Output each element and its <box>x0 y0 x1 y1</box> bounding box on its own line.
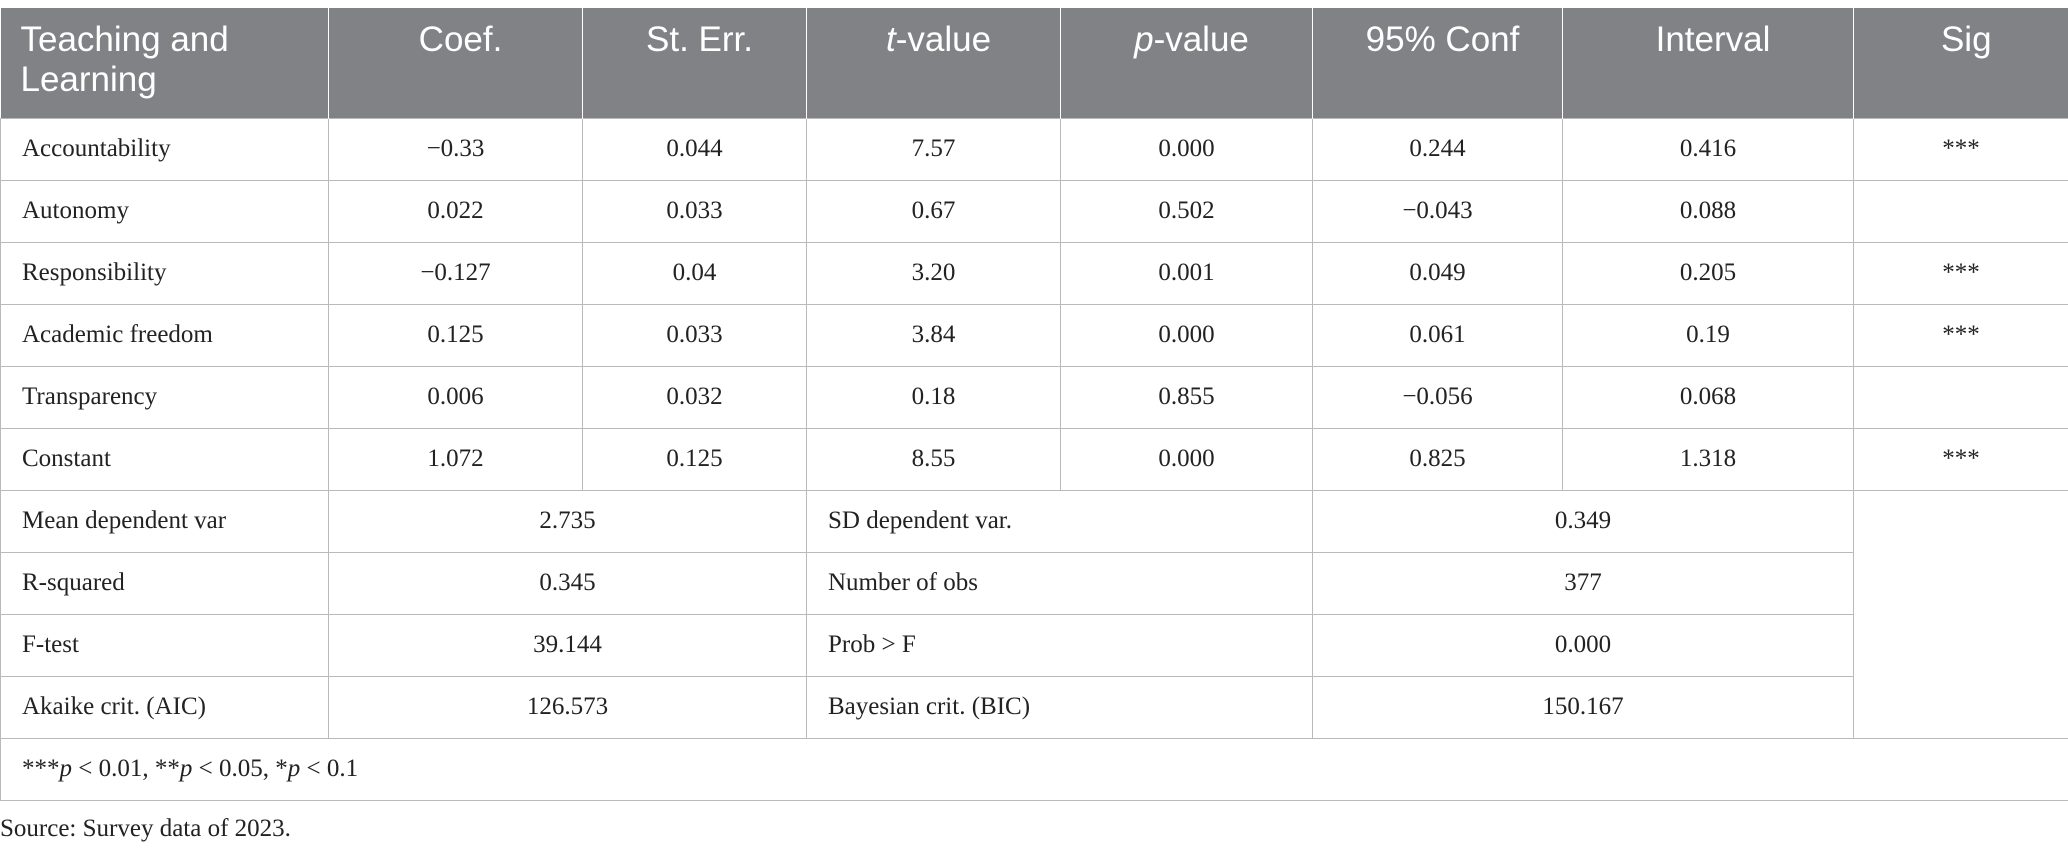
coef-cell: 1.072 <box>328 427 583 491</box>
header-conf-low: 95% Conf <box>1312 8 1563 118</box>
stats-empty-cell <box>1853 489 2068 739</box>
st-err-cell: 0.033 <box>582 179 807 243</box>
note-p-italic: p <box>179 755 193 782</box>
header-p-italic: p <box>1134 20 1154 59</box>
conf-high-cell: 0.205 <box>1562 241 1854 305</box>
p-value-cell: 0.855 <box>1060 365 1313 429</box>
header-p-suffix: -value <box>1153 20 1249 59</box>
note-threshold-2: < 0.05, * <box>192 755 288 782</box>
note-threshold-3: < 0.1 <box>300 755 359 782</box>
stat-label: Mean dependent var <box>0 489 329 553</box>
header-p-value: p-value <box>1060 8 1313 118</box>
sig-cell <box>1853 365 2068 429</box>
header-t-value: t-value <box>806 8 1061 118</box>
stats-row: F-test 39.144 Prob > F 0.000 <box>0 613 2068 677</box>
conf-low-cell: −0.043 <box>1312 179 1563 243</box>
p-value-cell: 0.000 <box>1060 117 1313 181</box>
stat-value: 377 <box>1312 551 1854 615</box>
t-value-cell: 3.84 <box>806 303 1061 367</box>
p-value-cell: 0.001 <box>1060 241 1313 305</box>
coef-cell: 0.006 <box>328 365 583 429</box>
header-coef: Coef. <box>328 8 583 118</box>
coef-cell: −0.33 <box>328 117 583 181</box>
table-row: Academic freedom 0.125 0.033 3.84 0.000 … <box>0 303 2068 367</box>
stat-value: 150.167 <box>1312 675 1854 739</box>
st-err-cell: 0.032 <box>582 365 807 429</box>
stat-value: 0.349 <box>1312 489 1854 553</box>
row-label: Accountability <box>0 117 329 181</box>
stat-value: 0.000 <box>1312 613 1854 677</box>
note-p-italic: p <box>59 755 73 782</box>
conf-high-cell: 0.19 <box>1562 303 1854 367</box>
t-value-cell: 0.67 <box>806 179 1061 243</box>
t-value-cell: 0.18 <box>806 365 1061 429</box>
st-err-cell: 0.044 <box>582 117 807 181</box>
row-label: Responsibility <box>0 241 329 305</box>
stat-label: Bayesian crit. (BIC) <box>806 675 1313 739</box>
p-value-cell: 0.000 <box>1060 427 1313 491</box>
stat-label: R-squared <box>0 551 329 615</box>
p-value-cell: 0.000 <box>1060 303 1313 367</box>
sig-cell: *** <box>1853 303 2068 367</box>
header-st-err: St. Err. <box>582 8 807 118</box>
stat-label: Akaike crit. (AIC) <box>0 675 329 739</box>
row-label: Academic freedom <box>0 303 329 367</box>
conf-high-cell: 1.318 <box>1562 427 1854 491</box>
stat-label: Prob > F <box>806 613 1313 677</box>
conf-high-cell: 0.416 <box>1562 117 1854 181</box>
table-row: Transparency 0.006 0.032 0.18 0.855 −0.0… <box>0 365 2068 429</box>
conf-high-cell: 0.068 <box>1562 365 1854 429</box>
sig-cell: *** <box>1853 117 2068 181</box>
row-label: Constant <box>0 427 329 491</box>
conf-low-cell: −0.056 <box>1312 365 1563 429</box>
table-row: Responsibility −0.127 0.04 3.20 0.001 0.… <box>0 241 2068 305</box>
source-note: Source: Survey data of 2023. <box>0 815 291 842</box>
significance-note: ***p < 0.01, **p < 0.05, *p < 0.1 <box>0 737 2068 801</box>
coef-cell: 0.022 <box>328 179 583 243</box>
stat-value: 0.345 <box>328 551 807 615</box>
regression-table: Teaching and Learning Coef. St. Err. t-v… <box>0 8 2068 801</box>
row-label: Transparency <box>0 365 329 429</box>
t-value-cell: 8.55 <box>806 427 1061 491</box>
note-threshold-1: < 0.01, ** <box>72 755 180 782</box>
footnote-row: ***p < 0.01, **p < 0.05, *p < 0.1 <box>0 737 2068 801</box>
p-value-cell: 0.502 <box>1060 179 1313 243</box>
t-value-cell: 3.20 <box>806 241 1061 305</box>
sig-cell <box>1853 179 2068 243</box>
conf-low-cell: 0.825 <box>1312 427 1563 491</box>
row-label: Autonomy <box>0 179 329 243</box>
header-sig: Sig <box>1853 8 2068 118</box>
st-err-cell: 0.033 <box>582 303 807 367</box>
table-row: Constant 1.072 0.125 8.55 0.000 0.825 1.… <box>0 427 2068 491</box>
sig-cell: *** <box>1853 241 2068 305</box>
t-value-cell: 7.57 <box>806 117 1061 181</box>
sig-cell: *** <box>1853 427 2068 491</box>
st-err-cell: 0.125 <box>582 427 807 491</box>
coef-cell: −0.127 <box>328 241 583 305</box>
stat-label: Number of obs <box>806 551 1313 615</box>
note-p-italic: p <box>287 755 301 782</box>
stat-label: SD dependent var. <box>806 489 1313 553</box>
header-row: Teaching and Learning Coef. St. Err. t-v… <box>0 8 2068 118</box>
table-row: Accountability −0.33 0.044 7.57 0.000 0.… <box>0 117 2068 181</box>
stat-value: 2.735 <box>328 489 807 553</box>
st-err-cell: 0.04 <box>582 241 807 305</box>
header-variable: Teaching and Learning <box>0 8 329 118</box>
conf-high-cell: 0.088 <box>1562 179 1854 243</box>
stat-value: 126.573 <box>328 675 807 739</box>
stat-value: 39.144 <box>328 613 807 677</box>
header-t-suffix: -value <box>895 20 992 59</box>
stats-row: R-squared 0.345 Number of obs 377 <box>0 551 2068 615</box>
conf-low-cell: 0.244 <box>1312 117 1563 181</box>
table-row: Autonomy 0.022 0.033 0.67 0.502 −0.043 0… <box>0 179 2068 243</box>
note-stars-1: *** <box>22 755 60 782</box>
stats-row: Akaike crit. (AIC) 126.573 Bayesian crit… <box>0 675 2068 739</box>
conf-low-cell: 0.061 <box>1312 303 1563 367</box>
header-t-italic: t <box>885 20 896 59</box>
coef-cell: 0.125 <box>328 303 583 367</box>
conf-low-cell: 0.049 <box>1312 241 1563 305</box>
stats-row: Mean dependent var 2.735 SD dependent va… <box>0 489 2068 739</box>
header-conf-high: Interval <box>1562 8 1854 118</box>
stat-label: F-test <box>0 613 329 677</box>
